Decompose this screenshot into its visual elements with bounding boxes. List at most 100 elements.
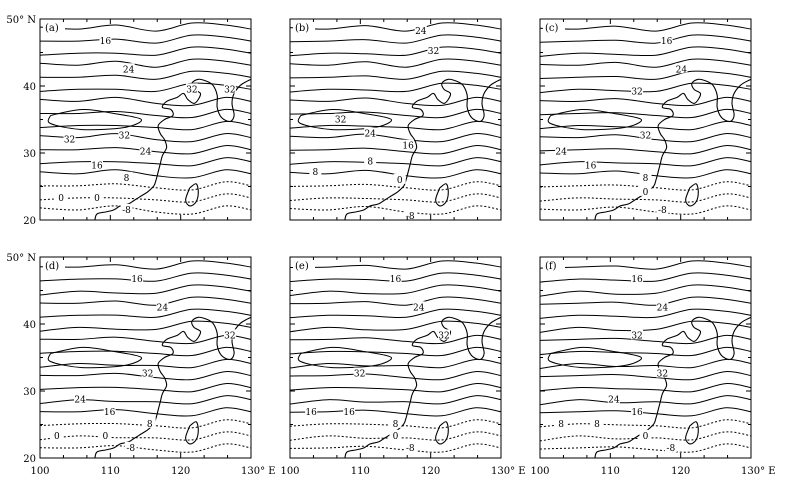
contour-line bbox=[47, 108, 142, 131]
contour-line bbox=[290, 296, 501, 306]
contour-line bbox=[540, 169, 751, 179]
map-panel: 16 24 32 32 32 32 24 16 8 0 0 -8 (a) 50° N 40 30 20 bbox=[6, 15, 252, 227]
contour-line bbox=[290, 260, 501, 270]
contour-line bbox=[40, 145, 251, 155]
contour-line bbox=[40, 108, 251, 119]
contour-line bbox=[40, 358, 251, 369]
contour-line bbox=[290, 108, 501, 119]
contour-line bbox=[40, 371, 251, 381]
contour-line bbox=[297, 346, 392, 369]
contour-line bbox=[40, 383, 251, 393]
panel-label: (f) bbox=[545, 261, 557, 272]
latitude-label: 20 bbox=[23, 454, 36, 465]
contour-line bbox=[40, 58, 251, 68]
contour-line bbox=[290, 334, 501, 345]
contour-line bbox=[40, 120, 251, 131]
contour-line bbox=[40, 157, 251, 167]
contour-label: -8 bbox=[658, 206, 667, 216]
contour-line bbox=[290, 82, 501, 93]
contour-label: 16 bbox=[343, 408, 355, 418]
contour-line bbox=[290, 181, 501, 191]
panel-label: (e) bbox=[295, 261, 309, 272]
contour-line bbox=[40, 443, 251, 453]
map-panel: 16 24 32 32 16 16 8 0 -8 (e) 100 110 120 130° E bbox=[280, 256, 526, 477]
contour-line bbox=[297, 108, 392, 131]
contour-line bbox=[540, 34, 751, 44]
contour-line bbox=[540, 395, 751, 406]
contour-line bbox=[290, 443, 501, 453]
contour-label: 16 bbox=[585, 162, 597, 172]
contour-line bbox=[540, 145, 751, 155]
longitude-label: 130° E bbox=[741, 466, 776, 477]
contour-label: 32 bbox=[631, 87, 642, 97]
contour-line bbox=[40, 395, 251, 405]
longitude-label: 110 bbox=[101, 466, 120, 477]
contour-label: 0 bbox=[393, 432, 399, 442]
contour-label: 8 bbox=[643, 174, 649, 184]
contour-label: 0 bbox=[397, 176, 403, 186]
contour-line bbox=[290, 96, 501, 107]
contour-line bbox=[290, 431, 501, 441]
contour-label: 32 bbox=[354, 370, 365, 380]
contour-label: 24 bbox=[608, 396, 620, 406]
contour-label: 0 bbox=[643, 432, 649, 442]
contour-line bbox=[540, 407, 751, 417]
contour-label: 16 bbox=[100, 37, 112, 47]
contour-line bbox=[540, 346, 751, 357]
taiwan-island bbox=[185, 183, 199, 207]
contour-label: 8 bbox=[393, 420, 399, 430]
contour-line bbox=[40, 169, 251, 179]
contour-line bbox=[540, 205, 751, 215]
contour-line bbox=[290, 169, 501, 179]
contour-label: -8 bbox=[406, 212, 415, 222]
contour-line bbox=[540, 82, 751, 94]
contour-label: 32 bbox=[640, 132, 651, 142]
panel-label: (d) bbox=[45, 261, 59, 272]
contour-line bbox=[40, 22, 251, 32]
contour-label: -8 bbox=[666, 444, 675, 454]
contour-line bbox=[40, 308, 251, 319]
contour-label: -8 bbox=[122, 206, 131, 216]
contour-line bbox=[40, 46, 251, 56]
contour-line bbox=[540, 308, 751, 319]
contour-label: 24 bbox=[140, 148, 152, 158]
latitude-label: 50° N bbox=[6, 253, 36, 264]
contour-line bbox=[290, 34, 501, 44]
contour-line bbox=[290, 419, 501, 429]
contour-line bbox=[290, 70, 501, 80]
longitude-label: 120 bbox=[671, 466, 690, 477]
contour-line bbox=[40, 334, 251, 345]
contour-label: 32 bbox=[142, 370, 153, 380]
contour-label: 8 bbox=[312, 168, 318, 178]
contour-label: 16 bbox=[104, 408, 116, 418]
contour-line bbox=[290, 407, 501, 417]
latitude-label: 40 bbox=[23, 82, 36, 93]
contour-line bbox=[290, 284, 501, 297]
contour-line bbox=[290, 308, 501, 319]
contour-label: 24 bbox=[364, 130, 376, 140]
contour-line bbox=[540, 272, 751, 283]
contour-line bbox=[540, 371, 751, 381]
contour-label: 32 bbox=[438, 331, 449, 341]
contour-label: 32 bbox=[428, 47, 439, 57]
latitude-label: 30 bbox=[23, 387, 36, 398]
contour-line bbox=[40, 284, 251, 296]
panel-label: (c) bbox=[545, 23, 559, 34]
contour-label: 16 bbox=[91, 162, 103, 172]
panel-label: (b) bbox=[295, 23, 309, 34]
contour-line bbox=[40, 70, 251, 80]
contour-line bbox=[540, 120, 751, 131]
coastline bbox=[344, 78, 501, 220]
contour-line bbox=[40, 431, 251, 441]
contour-line bbox=[290, 358, 501, 369]
coastline bbox=[94, 78, 251, 220]
contour-label: 24 bbox=[74, 396, 86, 406]
longitude-label: 100 bbox=[530, 466, 549, 477]
contour-line bbox=[40, 320, 251, 332]
map-frame bbox=[539, 256, 752, 459]
contour-line bbox=[547, 108, 642, 131]
contour-label: 0 bbox=[103, 432, 109, 442]
